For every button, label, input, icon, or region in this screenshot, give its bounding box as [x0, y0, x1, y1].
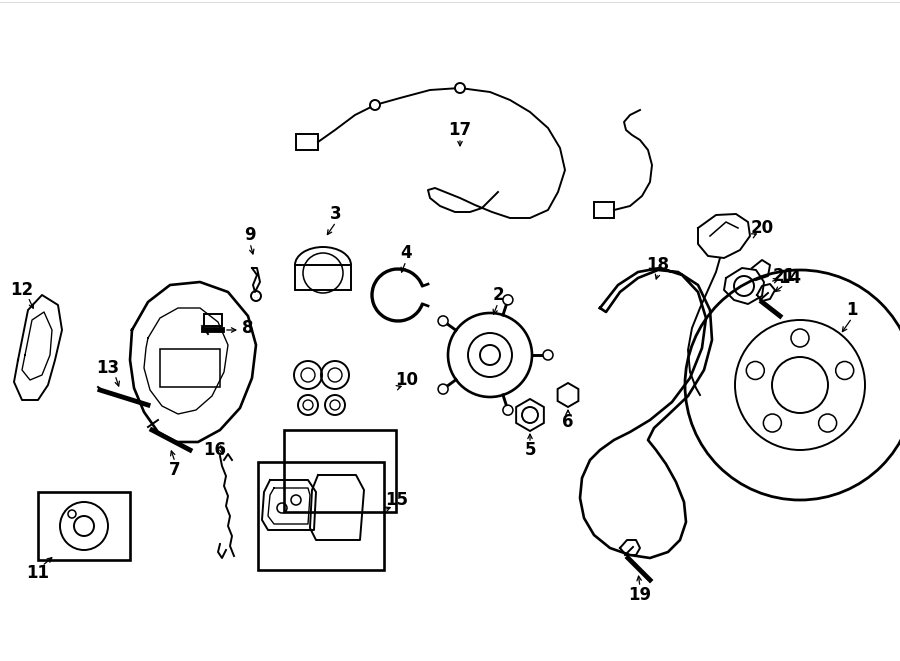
- Text: 20: 20: [751, 219, 774, 237]
- Text: 3: 3: [330, 205, 342, 223]
- Circle shape: [503, 295, 513, 305]
- Text: 15: 15: [385, 491, 409, 509]
- Text: 2: 2: [492, 286, 504, 304]
- Circle shape: [455, 83, 465, 93]
- Text: 4: 4: [400, 244, 412, 262]
- Text: 9: 9: [244, 226, 256, 244]
- Text: 14: 14: [778, 269, 802, 287]
- Text: 5: 5: [524, 441, 536, 459]
- Text: 13: 13: [96, 359, 120, 377]
- Text: 1: 1: [846, 301, 858, 319]
- Text: 12: 12: [11, 281, 33, 299]
- Text: 18: 18: [646, 256, 670, 274]
- Text: 19: 19: [628, 586, 652, 604]
- FancyBboxPatch shape: [295, 265, 351, 290]
- Text: 21: 21: [772, 267, 796, 285]
- Circle shape: [438, 316, 448, 326]
- Text: 10: 10: [395, 371, 419, 389]
- Text: 8: 8: [242, 319, 254, 337]
- Text: 11: 11: [26, 564, 50, 582]
- Text: 16: 16: [203, 441, 227, 459]
- Circle shape: [503, 405, 513, 415]
- Circle shape: [448, 313, 532, 397]
- Circle shape: [438, 384, 448, 394]
- Circle shape: [370, 100, 380, 110]
- Circle shape: [543, 350, 553, 360]
- Text: 7: 7: [169, 461, 181, 479]
- Text: 17: 17: [448, 121, 472, 139]
- Text: 6: 6: [562, 413, 574, 431]
